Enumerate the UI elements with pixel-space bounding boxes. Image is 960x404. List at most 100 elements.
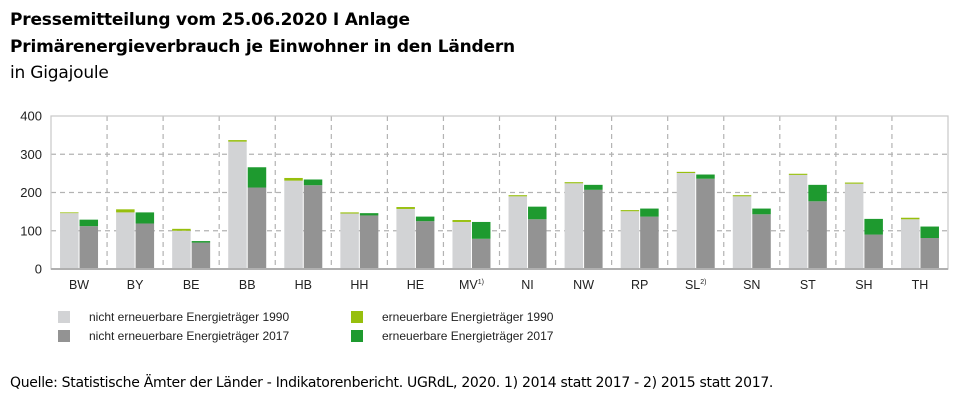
bar-renewable-2017-RP xyxy=(640,208,659,217)
bar-renewable-2017-NI xyxy=(528,206,547,220)
x-tick-label: TH xyxy=(912,278,929,292)
bar-nonrenewable-1990-BE xyxy=(172,230,191,269)
bar-renewable-1990-ST xyxy=(788,173,808,175)
legend-swatch xyxy=(351,311,363,323)
bar-nonrenewable-2017-ST xyxy=(808,201,827,269)
x-tick-label: SL2) xyxy=(685,278,707,292)
chart-subtitle: in Gigajoule xyxy=(10,63,109,83)
legend-label: nicht erneuerbare Energieträger 1990 xyxy=(89,310,290,324)
bar-renewable-2017-HB xyxy=(303,179,323,186)
bar-renewable-2017-SL xyxy=(696,174,715,179)
bar-nonrenewable-2017-MV xyxy=(471,238,491,269)
bar-nonrenewable-2017-SN xyxy=(752,214,771,269)
bar-nonrenewable-2017-SL xyxy=(696,178,715,269)
bar-renewable-1990-MV xyxy=(452,220,471,222)
x-tick-label: MV1) xyxy=(459,278,484,292)
bar-nonrenewable-1990-BB xyxy=(228,141,247,269)
bar-renewable-1990-BW xyxy=(60,212,79,214)
bar-renewable-2017-SN xyxy=(752,208,771,215)
bar-renewable-2017-SH xyxy=(864,218,883,235)
x-tick-label: BW xyxy=(69,278,89,292)
bar-nonrenewable-1990-MV xyxy=(452,221,471,269)
y-tick-label: 300 xyxy=(20,147,42,162)
x-tick-superscript: 2) xyxy=(700,279,706,286)
bar-chart: 0 100 200 300 400 BW BY BE BB HB HH HE MV1) NI NW RP SL2… xyxy=(20,109,949,292)
x-tick-label: SN xyxy=(743,278,760,292)
bar-nonrenewable-2017-BB xyxy=(247,187,267,269)
bar-renewable-2017-BW xyxy=(79,219,99,227)
bars xyxy=(60,140,939,269)
source-footnote: Quelle: Statistische Ämter der Länder - … xyxy=(10,375,774,391)
bar-renewable-1990-RP xyxy=(620,210,640,212)
bar-nonrenewable-1990-SN xyxy=(732,196,752,269)
bar-nonrenewable-1990-NW xyxy=(564,183,584,269)
bar-nonrenewable-2017-RP xyxy=(640,216,659,269)
y-tick-label: 400 xyxy=(20,109,42,124)
bar-renewable-1990-SN xyxy=(732,195,752,197)
bar-nonrenewable-2017-BY xyxy=(135,223,155,269)
legend-label: erneuerbare Energieträger 2017 xyxy=(382,329,554,343)
x-tick-superscript: 1) xyxy=(478,279,484,286)
legend-item-renewable-1990: erneuerbare Energieträger 1990 xyxy=(351,310,553,324)
bar-nonrenewable-2017-BW xyxy=(79,226,99,269)
bar-nonrenewable-1990-ST xyxy=(788,174,808,269)
legend-swatch xyxy=(58,311,70,323)
bar-nonrenewable-1990-SL xyxy=(676,172,696,269)
legend-label: erneuerbare Energieträger 1990 xyxy=(382,310,554,324)
bar-renewable-2017-TH xyxy=(920,226,939,239)
x-tick-label: ST xyxy=(800,278,816,292)
bar-renewable-1990-SL xyxy=(676,171,696,173)
bar-nonrenewable-2017-TH xyxy=(920,238,939,269)
x-tick-label: HE xyxy=(407,278,424,292)
legend-swatch xyxy=(58,330,70,342)
bar-nonrenewable-1990-BW xyxy=(60,213,79,269)
bar-renewable-1990-TH xyxy=(900,217,920,220)
bar-renewable-1990-SH xyxy=(844,182,864,184)
chart-title: Primärenergieverbrauch je Einwohner in d… xyxy=(10,37,515,57)
bar-nonrenewable-2017-NI xyxy=(528,219,547,269)
x-tick-label: HB xyxy=(295,278,312,292)
bar-nonrenewable-1990-HB xyxy=(284,180,303,269)
bar-renewable-2017-MV xyxy=(471,221,491,239)
bar-renewable-2017-NW xyxy=(584,184,603,190)
bar-nonrenewable-1990-RP xyxy=(620,211,640,269)
legend-item-nonrenewable-1990: nicht erneuerbare Energieträger 1990 xyxy=(58,310,289,324)
bar-nonrenewable-2017-HE xyxy=(415,221,435,269)
bar-renewable-1990-HH xyxy=(340,212,359,214)
bar-renewable-2017-ST xyxy=(808,184,827,202)
bar-nonrenewable-2017-HB xyxy=(303,185,323,269)
x-tick-label: HH xyxy=(350,278,368,292)
bar-renewable-1990-NW xyxy=(564,182,584,184)
bar-nonrenewable-1990-BY xyxy=(116,212,135,269)
x-tick-label: NI xyxy=(521,278,534,292)
legend-swatch xyxy=(351,330,363,342)
bar-renewable-1990-NI xyxy=(508,195,528,197)
axes: 0 100 200 300 400 BW BY BE BB HB HH HE MV1) NI NW RP SL2… xyxy=(20,109,949,292)
bar-renewable-1990-BB xyxy=(228,140,247,142)
bar-nonrenewable-1990-SH xyxy=(844,183,864,269)
bar-renewable-2017-HH xyxy=(359,213,379,216)
bar-renewable-2017-BE xyxy=(191,241,211,243)
bar-renewable-1990-BY xyxy=(116,209,135,213)
legend-label: nicht erneuerbare Energieträger 2017 xyxy=(89,329,290,343)
legend-item-nonrenewable-2017: nicht erneuerbare Energieträger 2017 xyxy=(58,329,289,343)
x-tick-label: RP xyxy=(631,278,648,292)
bar-nonrenewable-1990-HH xyxy=(340,213,359,269)
x-tick-label: BY xyxy=(127,278,144,292)
bar-nonrenewable-1990-HE xyxy=(396,208,415,269)
bar-nonrenewable-1990-TH xyxy=(900,219,920,269)
bar-renewable-1990-HE xyxy=(396,207,415,209)
bar-nonrenewable-2017-SH xyxy=(864,234,883,269)
legend-item-renewable-2017: erneuerbare Energieträger 2017 xyxy=(351,329,553,343)
x-tick-label: NW xyxy=(573,278,594,292)
y-tick-label: 200 xyxy=(20,185,42,200)
bar-renewable-2017-BY xyxy=(135,212,155,224)
bar-nonrenewable-2017-NW xyxy=(584,189,603,269)
x-tick-label: BB xyxy=(239,278,256,292)
bar-renewable-2017-HE xyxy=(415,216,435,222)
y-tick-label: 0 xyxy=(35,262,42,277)
bar-nonrenewable-2017-BE xyxy=(191,242,211,269)
bar-renewable-1990-HB xyxy=(284,177,303,181)
bar-renewable-1990-BE xyxy=(172,228,191,231)
bar-nonrenewable-1990-NI xyxy=(508,196,528,269)
